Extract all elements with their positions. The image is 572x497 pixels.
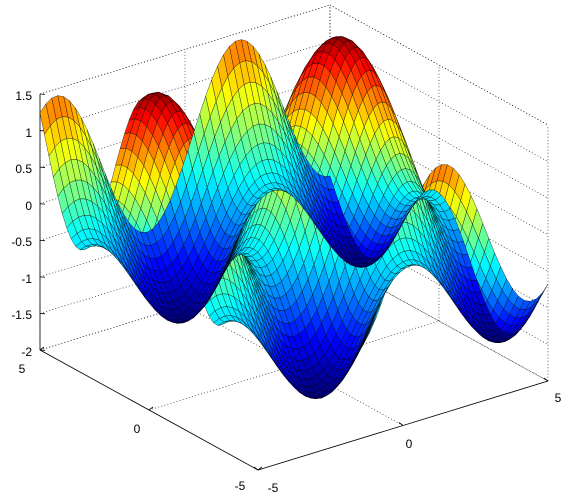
z-tick-label-4: -0.5 xyxy=(11,235,32,249)
y-tick-mark-2 xyxy=(39,346,45,351)
surface-mesh xyxy=(39,36,549,399)
z-tick-label-0: 1.5 xyxy=(15,89,32,103)
x-tick-mark-1 xyxy=(398,422,404,426)
y-tick-mark-0 xyxy=(257,466,263,471)
x-tick-label-2: 5 xyxy=(555,391,562,405)
z-tick-label-5: -1 xyxy=(21,272,32,286)
y-tick-label-2: -5 xyxy=(235,479,246,493)
y-tick-label-0: 5 xyxy=(19,362,26,376)
z-tick-label-3: 0 xyxy=(25,199,32,213)
y-tick-mark-1 xyxy=(148,406,154,411)
x-tick-label-1: 0 xyxy=(406,437,413,451)
z-tick-label-2: 0.5 xyxy=(15,162,32,176)
z-tick-label-7: -2 xyxy=(21,345,32,359)
z-tick-label-6: -1.5 xyxy=(11,308,32,322)
z-tick-label-1: 1 xyxy=(25,126,32,140)
y-tick-label-1: 0 xyxy=(134,422,141,436)
x-tick-mark-0 xyxy=(253,466,259,471)
tick-labels: 1.5 1 0.5 0 -0.5 -1 -1.5 -2 5 0 -5 -5 0 … xyxy=(11,89,561,495)
x-tick-label-0: -5 xyxy=(268,481,279,495)
x-tick-mark-2 xyxy=(543,377,549,382)
surface-patch xyxy=(323,175,335,190)
